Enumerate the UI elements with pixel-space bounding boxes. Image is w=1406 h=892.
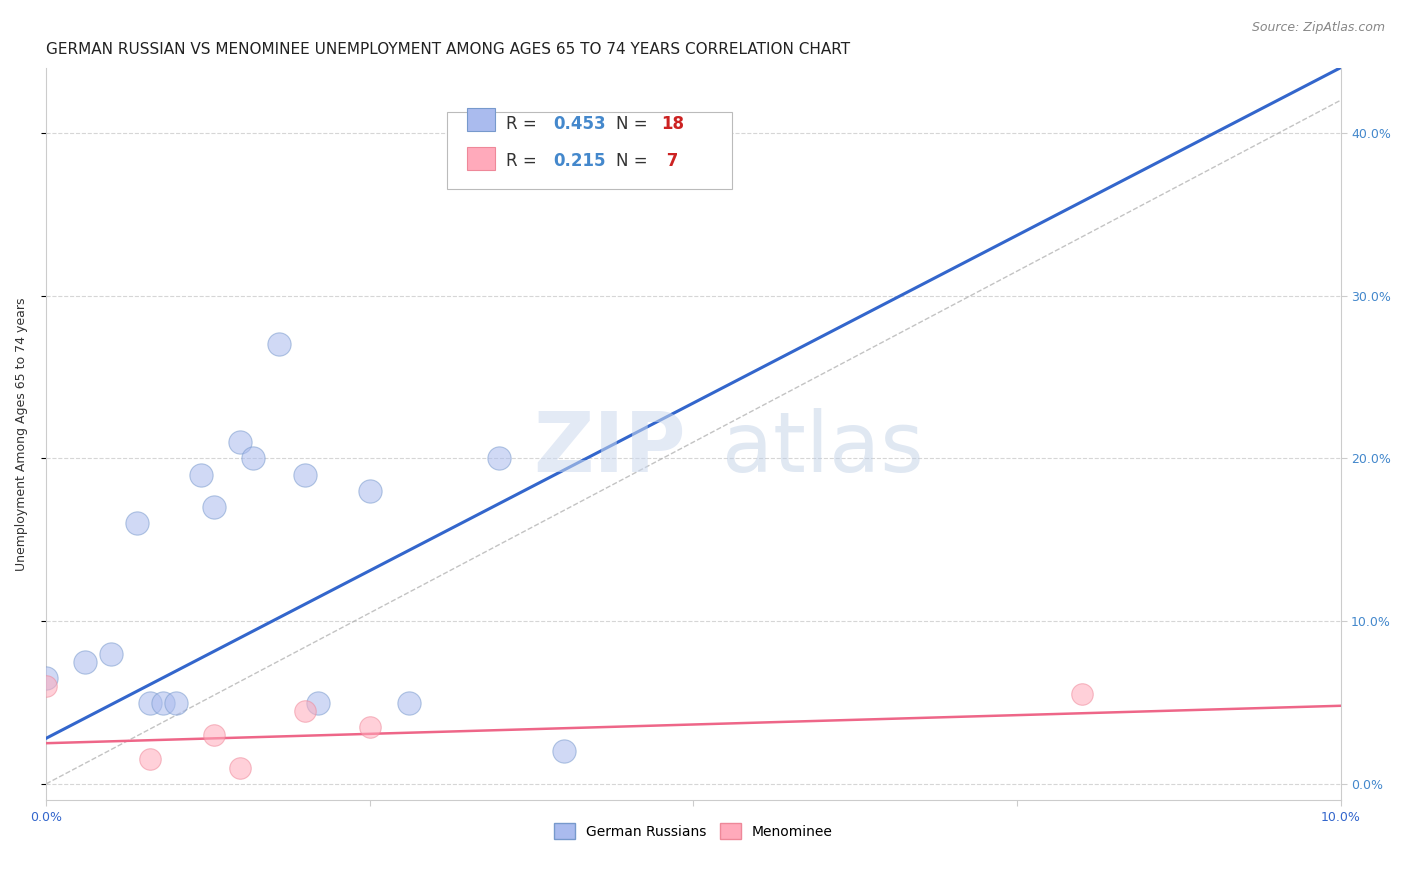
Point [294,467,316,482]
Text: N =: N = [616,115,652,133]
Y-axis label: Unemployment Among Ages 65 to 74 years: Unemployment Among Ages 65 to 74 years [15,297,28,571]
Text: Source: ZipAtlas.com: Source: ZipAtlas.com [1251,21,1385,34]
Point [165,696,187,710]
Point [242,451,264,466]
Bar [467,108,495,131]
Point [125,516,148,531]
Point [202,500,225,515]
Text: 0.453: 0.453 [554,115,606,133]
Text: ZIP: ZIP [533,408,686,489]
Text: atlas: atlas [721,408,924,489]
Point [152,696,174,710]
Point [359,483,381,498]
Bar [467,147,495,170]
Legend: German Russians, Menominee: German Russians, Menominee [548,817,838,845]
Point [138,752,160,766]
Text: R =: R = [506,115,541,133]
Point [269,337,291,351]
Point [190,467,212,482]
Point [488,451,510,466]
Point [202,728,225,742]
Point [100,647,122,661]
Point [294,704,316,718]
Text: 18: 18 [661,115,683,133]
Point [229,761,252,775]
Point [359,720,381,734]
Point [1070,687,1092,701]
FancyBboxPatch shape [447,112,733,188]
Point [229,435,252,450]
Point [35,679,58,693]
Text: N =: N = [616,153,652,170]
Point [73,655,96,669]
Point [398,696,420,710]
Point [307,696,329,710]
Text: R =: R = [506,153,541,170]
Point [553,744,575,758]
Text: 7: 7 [661,153,678,170]
Text: 0.215: 0.215 [554,153,606,170]
Point [138,696,160,710]
Point [35,671,58,685]
Text: GERMAN RUSSIAN VS MENOMINEE UNEMPLOYMENT AMONG AGES 65 TO 74 YEARS CORRELATION C: GERMAN RUSSIAN VS MENOMINEE UNEMPLOYMENT… [46,42,851,57]
